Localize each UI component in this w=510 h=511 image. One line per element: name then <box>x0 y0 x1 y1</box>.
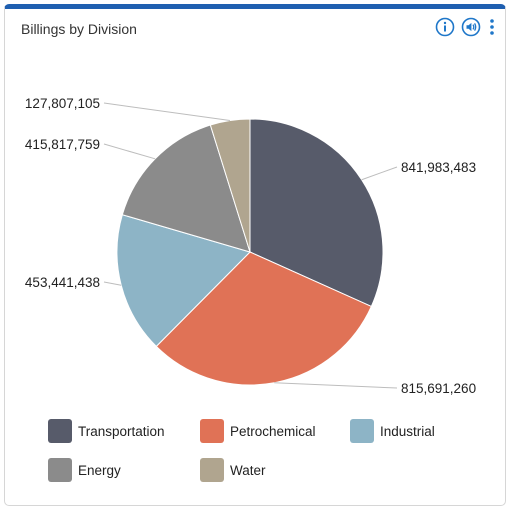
leader-line-transportation <box>361 166 398 181</box>
legend-label: Transportation <box>78 423 165 439</box>
legend-label: Water <box>230 462 266 478</box>
legend-item-transportation[interactable]: Transportation <box>48 419 200 443</box>
legend-swatch <box>200 458 224 482</box>
pie-slice-industrial[interactable] <box>116 214 251 348</box>
legend-item-industrial[interactable]: Industrial <box>350 419 480 443</box>
more-options-icon[interactable] <box>487 17 497 37</box>
legend-swatch <box>200 419 224 443</box>
legend-item-energy[interactable]: Energy <box>48 458 200 482</box>
legend-label: Industrial <box>380 423 435 439</box>
data-label-transportation: 841,983,483 <box>401 160 476 175</box>
pie-slice-energy[interactable] <box>121 124 251 253</box>
pie-slice-water[interactable] <box>209 118 251 253</box>
legend-item-water[interactable]: Water <box>200 458 350 482</box>
leader-line-energy <box>103 143 156 160</box>
pie-slices <box>116 118 384 386</box>
legend-swatch <box>350 419 374 443</box>
data-label-petrochemical: 815,691,260 <box>401 381 476 396</box>
legend-item-petrochemical[interactable]: Petrochemical <box>200 419 350 443</box>
leader-line-industrial <box>103 281 122 286</box>
chart-toolbar <box>435 17 497 37</box>
leader-line-water <box>103 102 231 122</box>
legend-swatch <box>48 458 72 482</box>
pie-slice-petrochemical[interactable] <box>155 251 372 386</box>
leader-line-petrochemical <box>274 382 398 389</box>
legend-label: Energy <box>78 462 121 478</box>
chart-title: Billings by Division <box>21 21 137 37</box>
data-label-energy: 415,817,759 <box>25 137 100 152</box>
leader-lines <box>103 102 398 389</box>
speaker-icon[interactable] <box>461 17 481 37</box>
legend-swatch <box>48 419 72 443</box>
data-label-water: 127,807,105 <box>25 96 100 111</box>
data-labels: 841,983,483 815,691,260 453,441,438 415,817… <box>25 96 476 396</box>
legend-label: Petrochemical <box>230 423 316 439</box>
info-icon[interactable] <box>435 17 455 37</box>
chart-legend: Transportation Petrochemical Industrial Ene… <box>48 419 488 482</box>
data-label-industrial: 453,441,438 <box>25 275 100 290</box>
